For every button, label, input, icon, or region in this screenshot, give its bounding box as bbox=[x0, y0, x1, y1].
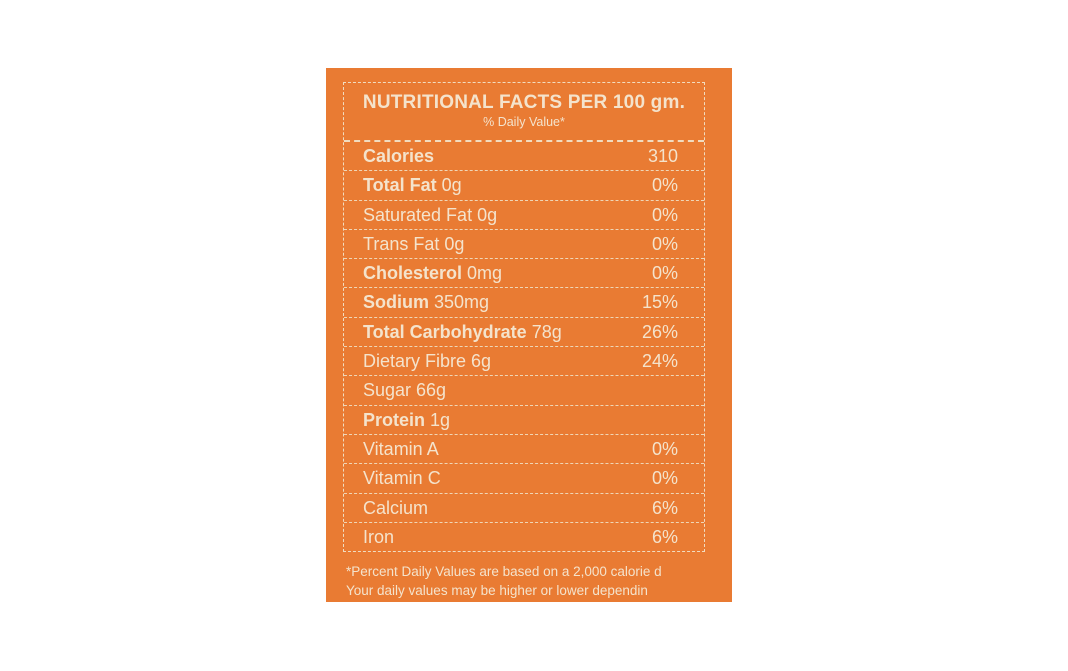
nutrient-row: Vitamin C 0% bbox=[344, 464, 704, 494]
nutrient-name-bold: Total Fat bbox=[363, 175, 437, 196]
footnote-line-2: Your daily values may be higher or lower… bbox=[346, 583, 648, 598]
nutrient-value: 6% bbox=[651, 497, 678, 518]
nutrient-value: 26% bbox=[641, 321, 678, 342]
nutrient-row: Dietary Fibre 6g 24% bbox=[344, 347, 704, 377]
nutrient-row: Total Fat 0g 0% bbox=[344, 171, 704, 201]
nutrient-value: 15% bbox=[641, 292, 678, 313]
nutrient-name-bold: Calories bbox=[363, 146, 435, 166]
nutrient-amount: Dietary Fibre 6g bbox=[363, 351, 492, 372]
nutrient-row: Iron 6% bbox=[344, 523, 704, 552]
nutrient-value: 0% bbox=[651, 233, 678, 254]
nutrient-amount: Sugar 66g bbox=[363, 380, 447, 401]
nutrient-row: Total Carbohydrate 78g 26% bbox=[344, 318, 704, 348]
nutrient-row: Cholesterol 0mg 0% bbox=[344, 259, 704, 289]
nutrient-value: 0% bbox=[651, 263, 678, 284]
nutrient-amount: Iron bbox=[363, 526, 395, 547]
nutrient-name: Trans Fat 0g bbox=[363, 234, 464, 255]
nutrient-name: Cholesterol 0mg bbox=[363, 263, 502, 284]
nutrient-value: 0% bbox=[651, 204, 678, 225]
nutrient-value: 0% bbox=[651, 438, 678, 459]
nutrient-amount: 0mg bbox=[462, 263, 503, 284]
nutrient-row: Vitamin A 0% bbox=[344, 435, 704, 465]
footnote: *Percent Daily Values are based on a 2,0… bbox=[346, 562, 662, 600]
nutrient-name: Dietary Fibre 6g bbox=[363, 351, 491, 372]
nutrient-row: Protein 1g bbox=[344, 406, 704, 435]
nutrient-amount: Saturated Fat 0g bbox=[363, 204, 498, 225]
nutrient-row: Sugar 66g bbox=[344, 376, 704, 406]
footnote-line-1: *Percent Daily Values are based on a 2,0… bbox=[346, 564, 662, 579]
nutrient-value: 24% bbox=[641, 351, 678, 372]
nutrient-value: 6% bbox=[651, 526, 678, 547]
nutrient-name: Calcium bbox=[363, 498, 428, 519]
nutrient-name-bold: Protein bbox=[363, 409, 426, 430]
nutrient-name: Calories bbox=[363, 146, 434, 167]
table-header: NUTRITIONAL FACTS PER 100 gm. % Daily Va… bbox=[344, 83, 704, 142]
nutrient-name: Total Carbohydrate 78g bbox=[363, 322, 562, 343]
nutrient-name: Total Fat 0g bbox=[363, 175, 462, 196]
nutrient-row: Trans Fat 0g 0% bbox=[344, 230, 704, 260]
nutrient-amount: Vitamin C bbox=[363, 468, 441, 489]
nutrient-row: Sodium 350mg 15% bbox=[344, 288, 704, 318]
nutrient-name: Sugar 66g bbox=[363, 380, 446, 401]
nutrient-name: Sodium 350mg bbox=[363, 292, 489, 313]
nutrient-amount: 78g bbox=[526, 321, 562, 342]
nutrient-name: Vitamin C bbox=[363, 468, 441, 489]
nutrient-name: Vitamin A bbox=[363, 439, 439, 460]
nutrient-amount: Calcium bbox=[363, 497, 429, 518]
nutrient-value: 0% bbox=[651, 175, 678, 196]
nutrient-name-bold: Cholesterol bbox=[363, 263, 463, 284]
nutrient-amount: Vitamin A bbox=[363, 438, 439, 459]
label-title: NUTRITIONAL FACTS PER 100 gm. bbox=[362, 92, 686, 113]
nutrient-row: Calories 310 bbox=[344, 142, 704, 172]
nutrient-value: 0% bbox=[651, 468, 678, 489]
nutrient-value: 310 bbox=[647, 146, 678, 166]
daily-value-subtitle: % Daily Value* bbox=[483, 115, 565, 129]
nutrient-name-bold: Sodium bbox=[363, 292, 429, 313]
nutrient-row: Calcium 6% bbox=[344, 494, 704, 523]
nutrient-amount: 1g bbox=[425, 409, 451, 430]
nutrition-label: NUTRITIONAL FACTS PER 100 gm. % Daily Va… bbox=[326, 68, 732, 602]
nutrient-name: Protein 1g bbox=[363, 410, 450, 431]
nutrient-name-bold: Total Carbohydrate bbox=[363, 321, 527, 342]
nutrition-table: NUTRITIONAL FACTS PER 100 gm. % Daily Va… bbox=[343, 82, 705, 552]
nutrient-name: Saturated Fat 0g bbox=[363, 205, 497, 226]
nutrient-amount: Trans Fat 0g bbox=[363, 233, 465, 254]
nutrient-amount: 0g bbox=[436, 175, 462, 196]
nutrient-name: Iron bbox=[363, 527, 394, 548]
nutrient-amount: 350mg bbox=[429, 292, 490, 313]
nutrient-row: Saturated Fat 0g 0% bbox=[344, 201, 704, 230]
